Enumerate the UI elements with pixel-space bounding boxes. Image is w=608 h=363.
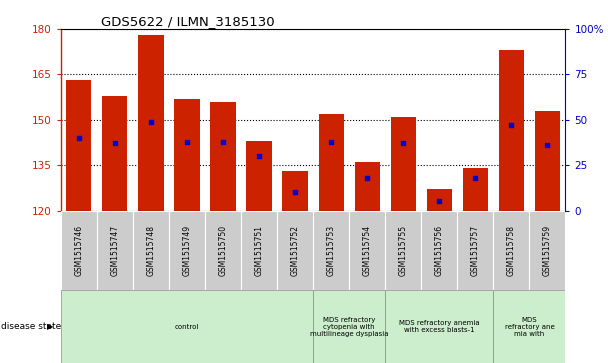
Bar (241, 211, 277, 290)
Text: GSM1515757: GSM1515757 (471, 225, 480, 276)
Bar (457, 211, 493, 290)
Point (182, 139, 192, 144)
Text: GSM1515756: GSM1515756 (435, 225, 444, 276)
Bar (61, 290, 313, 363)
Bar (277, 211, 313, 290)
Text: MDS refractory
cytopenia with
multilineage dysplasia: MDS refractory cytopenia with multilinea… (310, 317, 389, 337)
Text: GSM1515748: GSM1515748 (147, 225, 156, 276)
Point (110, 140, 120, 146)
Bar (205, 211, 241, 290)
Point (542, 142, 552, 148)
Bar (535, 111, 560, 211)
Text: GSM1515750: GSM1515750 (218, 225, 227, 276)
Text: ▶: ▶ (47, 322, 54, 331)
Text: GSM1515751: GSM1515751 (255, 225, 263, 276)
Text: MDS
refractory ane
mia with: MDS refractory ane mia with (505, 317, 554, 337)
Text: disease state: disease state (1, 322, 61, 331)
Bar (463, 168, 488, 211)
Point (398, 140, 408, 146)
Point (290, 189, 300, 195)
Bar (427, 189, 452, 211)
Bar (210, 102, 236, 211)
Text: control: control (174, 324, 199, 330)
Text: GSM1515746: GSM1515746 (74, 225, 83, 276)
Bar (174, 99, 199, 211)
Bar (102, 95, 128, 211)
Bar (313, 211, 349, 290)
Point (218, 139, 228, 144)
Bar (133, 211, 169, 290)
Text: GSM1515754: GSM1515754 (363, 225, 371, 276)
Point (362, 175, 372, 181)
Text: GSM1515758: GSM1515758 (507, 225, 516, 276)
Bar (169, 211, 205, 290)
Text: GSM1515759: GSM1515759 (543, 225, 552, 276)
Text: GSM1515755: GSM1515755 (399, 225, 408, 276)
Bar (283, 171, 308, 211)
Bar (66, 81, 91, 211)
Text: MDS refractory anemia
with excess blasts-1: MDS refractory anemia with excess blasts… (399, 320, 480, 333)
Text: GSM1515752: GSM1515752 (291, 225, 300, 276)
Point (435, 199, 444, 204)
Point (254, 153, 264, 159)
Bar (493, 211, 530, 290)
Point (146, 119, 156, 125)
Bar (313, 290, 385, 363)
Text: GSM1515747: GSM1515747 (111, 225, 119, 276)
Bar (61, 211, 97, 290)
Bar (421, 211, 457, 290)
Bar (138, 35, 164, 211)
Bar (97, 211, 133, 290)
Bar (385, 290, 493, 363)
Text: GSM1515753: GSM1515753 (326, 225, 336, 276)
Bar (354, 162, 380, 211)
Text: GDS5622 / ILMN_3185130: GDS5622 / ILMN_3185130 (101, 15, 275, 28)
Bar (530, 211, 565, 290)
Bar (385, 211, 421, 290)
Bar (349, 211, 385, 290)
Point (74, 135, 84, 141)
Bar (246, 141, 272, 211)
Bar (499, 50, 524, 211)
Text: GSM1515749: GSM1515749 (182, 225, 192, 276)
Bar (319, 114, 344, 211)
Bar (493, 290, 565, 363)
Point (326, 139, 336, 144)
Point (471, 175, 480, 181)
Point (506, 122, 516, 128)
Bar (390, 117, 416, 211)
